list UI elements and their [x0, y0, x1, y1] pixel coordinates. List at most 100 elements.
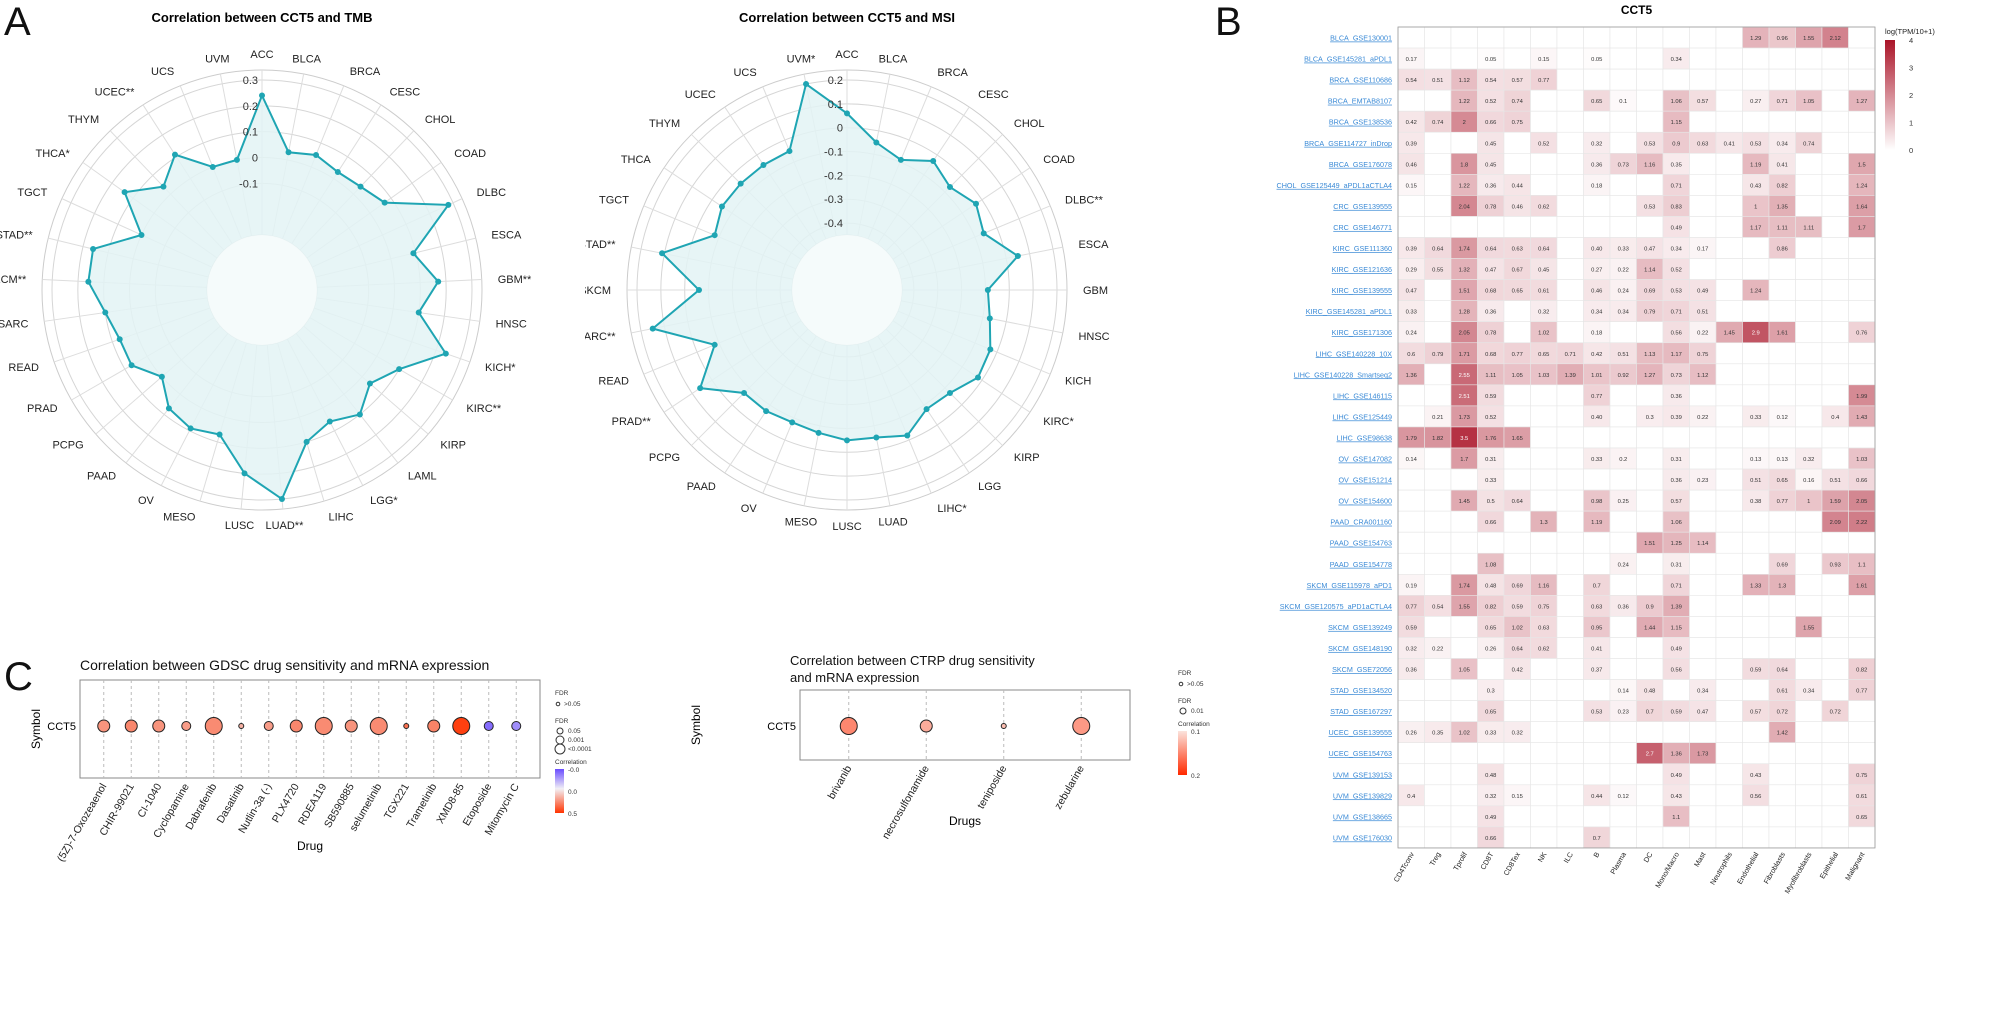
legend-fdr-title: FDR — [555, 690, 569, 697]
heatmap-cell — [1742, 616, 1770, 638]
cell-value: 0.33 — [1591, 457, 1602, 463]
cell-value: 1.36 — [1406, 373, 1417, 379]
cell-value: 0.51 — [1697, 310, 1708, 316]
cell-value: 0.24 — [1618, 562, 1630, 568]
cell-value: 0.47 — [1485, 268, 1496, 274]
cell-value: 0.05 — [1485, 57, 1496, 63]
cell-value: 0.66 — [1485, 836, 1496, 842]
cell-value: 0.33 — [1485, 731, 1496, 737]
x-axis-title: Drugs — [949, 814, 981, 828]
heatmap-cell — [1450, 784, 1478, 807]
ring-label: -0.4 — [824, 218, 843, 230]
heatmap-cell — [1424, 489, 1452, 512]
data-point-SARC — [649, 325, 656, 332]
cell-value: 0.43 — [1750, 183, 1761, 189]
cell-value: 1.8 — [1460, 162, 1468, 168]
cell-value: 1.65 — [1512, 436, 1523, 442]
heatmap-cell — [1424, 447, 1452, 470]
heatmap-cell — [1768, 384, 1796, 407]
data-point-MESO — [216, 431, 223, 438]
heatmap-cell — [1583, 26, 1611, 49]
heatmap-cell — [1848, 258, 1876, 280]
legend-tick: 2 — [1909, 91, 1913, 100]
data-point-PCPG — [741, 389, 748, 396]
heatmap-cell — [1583, 110, 1611, 133]
heatmap-cell — [1795, 405, 1823, 428]
heatmap-cell — [1636, 89, 1664, 112]
cell-value: 1.1 — [1672, 815, 1680, 821]
data-point-LUAD — [873, 434, 880, 441]
cell-value: 0.32 — [1538, 310, 1549, 316]
category-label: KIRC** — [466, 403, 502, 415]
cell-value: 0.48 — [1485, 773, 1496, 779]
heatmap-cell — [1662, 679, 1690, 701]
heatmap-cell — [1556, 426, 1584, 449]
heatmap-cell — [1530, 658, 1558, 680]
heatmap-cell — [1424, 26, 1452, 49]
heatmap-cell — [1556, 679, 1584, 701]
cell-value: 0.34 — [1697, 689, 1709, 695]
heatmap-cell — [1424, 826, 1452, 849]
column-label: Mono/Macro — [1653, 850, 1681, 889]
column-label: Neutrophils — [1708, 850, 1734, 886]
cell-value: 0.32 — [1591, 141, 1602, 147]
heatmap-cell — [1424, 552, 1452, 575]
cell-value: 0.13 — [1750, 457, 1761, 463]
heatmap-cell — [1715, 300, 1743, 322]
cell-value: 0.14 — [1406, 457, 1418, 463]
heatmap-cell — [1424, 195, 1452, 217]
cell-value: 0.12 — [1618, 794, 1629, 800]
legend-colorbar — [1885, 40, 1895, 150]
heatmap-cell — [1715, 805, 1743, 828]
cell-value: 1.13 — [1644, 352, 1655, 358]
heatmap-cell — [1609, 742, 1637, 765]
legend-title: log(TPM/10+1) — [1885, 27, 1935, 36]
heatmap-cell — [1742, 110, 1770, 133]
cell-value: 0.36 — [1618, 604, 1629, 610]
heatmap-cell — [1556, 552, 1584, 575]
legend-colorbar — [1178, 731, 1187, 775]
heatmap-cell — [1556, 742, 1584, 765]
bubble-chart-ctrp: Correlation between CTRP drug sensitivit… — [689, 655, 1210, 841]
data-point-DLBC — [980, 230, 987, 237]
cell-value: 0.46 — [1591, 289, 1602, 295]
bubble-chart-gdsc: Correlation between GDSC drug sensitivit… — [29, 657, 592, 864]
heatmap-cell — [1556, 531, 1584, 554]
inner-fill — [792, 235, 902, 345]
heatmap-cell — [1662, 721, 1690, 744]
heatmap-cell — [1503, 300, 1531, 322]
heatmap-cell — [1715, 237, 1743, 259]
heatmap-cell — [1530, 531, 1558, 554]
ring-label: 0.1 — [828, 99, 843, 111]
row-label: PAAD_GSE154778 — [1330, 560, 1392, 569]
heatmap-cell — [1450, 805, 1478, 828]
cell-value: 0.46 — [1512, 204, 1523, 210]
heatmap-cell — [1450, 216, 1478, 238]
cell-value: 0.51 — [1432, 78, 1443, 84]
category-label: TGCT — [599, 195, 629, 207]
radar-chart-msi: Correlation between CCT5 and MSI -0.4 -0.3… — [585, 10, 1110, 533]
heatmap-cell — [1715, 89, 1743, 112]
cell-value: 1.7 — [1460, 457, 1468, 463]
row-label: SKCM_GSE120575_aPD1aCTLA4 — [1280, 602, 1392, 611]
heatmap-cell — [1636, 510, 1664, 533]
heatmap-cell — [1583, 68, 1611, 91]
heatmap-cell — [1450, 47, 1478, 70]
cell-value: 0.63 — [1512, 247, 1523, 253]
heatmap-cell — [1742, 342, 1770, 365]
heatmap-cell — [1742, 637, 1770, 659]
heatmap-cell — [1424, 216, 1452, 238]
heatmap-cell — [1609, 616, 1637, 638]
heatmap-cell — [1609, 510, 1637, 533]
cell-value: 1.73 — [1459, 415, 1470, 421]
cell-value: 1.12 — [1697, 373, 1708, 379]
cell-value: 0.62 — [1538, 646, 1549, 652]
cell-value: 2.09 — [1830, 520, 1841, 526]
heatmap-cell — [1397, 700, 1425, 722]
heatmap-cell — [1397, 552, 1425, 575]
cell-value: 1.05 — [1803, 99, 1814, 105]
heatmap-cell — [1795, 784, 1823, 807]
heatmap-cell — [1503, 153, 1531, 175]
legend-size-label: 0.05 — [568, 728, 581, 735]
heatmap-cell — [1689, 489, 1717, 512]
